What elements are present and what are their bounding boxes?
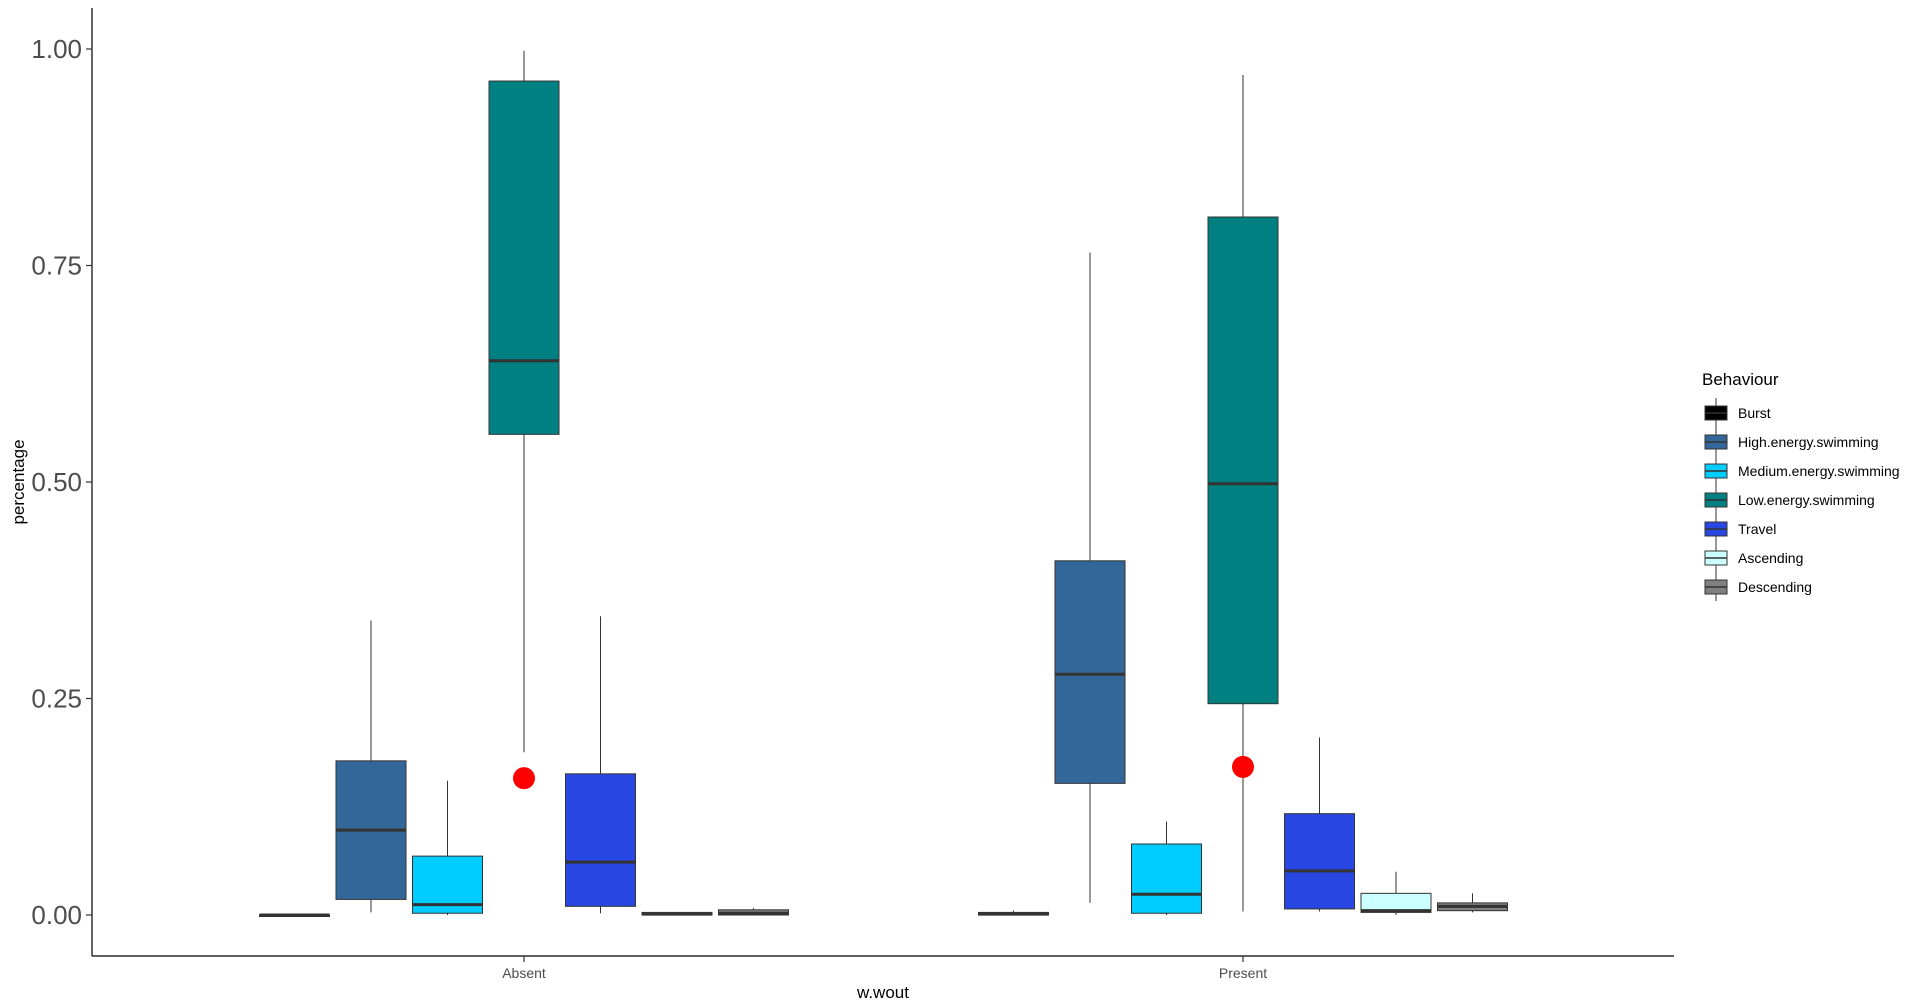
outlier-point bbox=[513, 767, 535, 790]
legend-item-high-energy-swimming: High.energy.swimming bbox=[1704, 427, 1879, 456]
legend: Behaviour Burst High.energy.swimming Mediu… bbox=[1702, 370, 1900, 601]
legend-title: Behaviour bbox=[1702, 370, 1779, 389]
x-tick-label: Absent bbox=[502, 965, 546, 981]
legend-label: Low.energy.swimming bbox=[1738, 492, 1875, 508]
legend-label: Medium.energy.swimming bbox=[1738, 463, 1900, 479]
legend-item-ascending: Ascending bbox=[1704, 543, 1803, 572]
box-rect bbox=[488, 80, 560, 435]
legend-item-descending: Descending bbox=[1704, 572, 1812, 601]
box-ascending-present bbox=[1360, 871, 1432, 915]
box-low-energy-swimming-present bbox=[1207, 74, 1279, 912]
x-axis-title: w.wout bbox=[856, 983, 909, 1002]
box-travel-present bbox=[1284, 737, 1355, 912]
box-rect bbox=[1054, 560, 1126, 784]
y-tick-label: 0.25 bbox=[31, 684, 82, 714]
box-rect bbox=[565, 773, 636, 907]
box-rect bbox=[1207, 216, 1279, 705]
legend-item-medium-energy-swimming: Medium.energy.swimming bbox=[1704, 456, 1900, 485]
box-descending-absent bbox=[718, 908, 789, 916]
box-high-energy-swimming-present bbox=[1054, 252, 1126, 903]
legend-label: Burst bbox=[1738, 405, 1771, 421]
outlier-point bbox=[1232, 755, 1254, 778]
y-tick-label: 0.75 bbox=[31, 251, 82, 281]
box-rect bbox=[1284, 813, 1355, 910]
y-tick-label: 0.50 bbox=[31, 467, 82, 497]
box-layer bbox=[259, 50, 1508, 917]
legend-item-low-energy-swimming: Low.energy.swimming bbox=[1704, 485, 1875, 514]
box-descending-present bbox=[1437, 893, 1508, 913]
legend-label: High.energy.swimming bbox=[1738, 434, 1879, 450]
box-rect bbox=[1131, 843, 1202, 914]
y-tick-label: 1.00 bbox=[31, 34, 82, 64]
box-medium-energy-swimming-absent bbox=[412, 780, 483, 915]
box-rect bbox=[1360, 892, 1432, 913]
axes-layer: 0.00 0.25 0.50 0.75 1.00 Absent Present bbox=[31, 8, 1674, 981]
legend-item-travel: Travel bbox=[1704, 514, 1776, 543]
box-travel-absent bbox=[565, 616, 636, 914]
box-burst-absent bbox=[259, 913, 330, 917]
box-ascending-absent bbox=[641, 911, 713, 916]
y-axis-title: percentage bbox=[9, 439, 28, 524]
legend-label: Ascending bbox=[1738, 550, 1803, 566]
box-high-energy-swimming-absent bbox=[335, 620, 407, 913]
box-medium-energy-swimming-present bbox=[1131, 821, 1202, 915]
legend-label: Travel bbox=[1738, 521, 1776, 537]
x-tick-label: Present bbox=[1219, 965, 1267, 981]
box-burst-present bbox=[978, 910, 1049, 916]
legend-item-burst: Burst bbox=[1704, 398, 1771, 427]
box-low-energy-swimming-absent bbox=[488, 50, 560, 790]
y-tick-label: 0.00 bbox=[31, 900, 82, 930]
legend-label: Descending bbox=[1738, 579, 1812, 595]
